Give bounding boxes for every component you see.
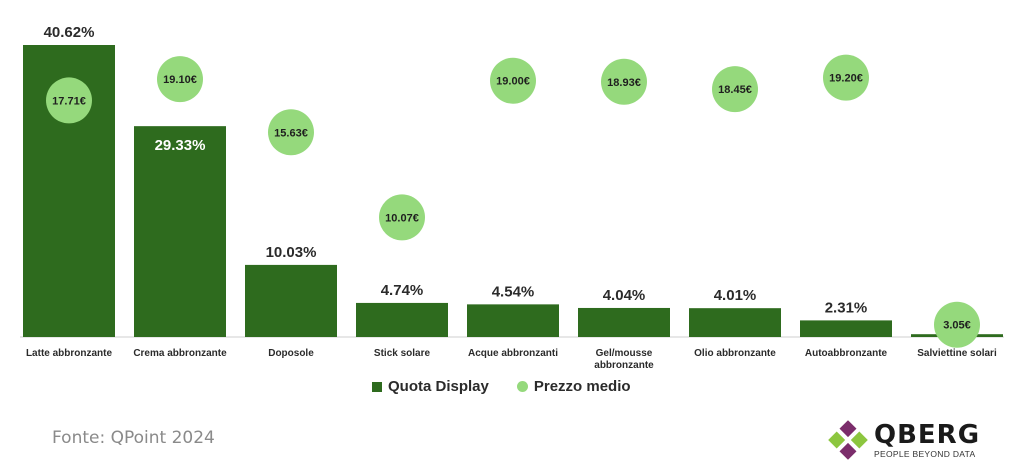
legend-dot-label: Prezzo medio <box>533 378 631 395</box>
category-label: Stick solare <box>374 348 431 359</box>
legend-dot-swatch <box>516 381 528 392</box>
price-dot <box>379 194 425 241</box>
category-label: Crema abbronzante <box>133 348 227 359</box>
bar-value-label: 4.74% <box>381 282 424 299</box>
price-dots-group: 17.71€ 19.10€ 15.63€ 10.07€ 19.00€ 18.93€ 18.4… <box>46 54 980 348</box>
legend: Quota Display Prezzo medio <box>372 378 631 395</box>
price-dot <box>268 109 314 156</box>
category-label-line: Crema abbronzante <box>133 348 227 359</box>
category-label: Salviettine solari <box>917 348 997 359</box>
category-label: Olio abbronzante <box>694 348 776 359</box>
category-label-line: Acque abbronzanti <box>468 348 558 359</box>
legend-item-prezzo-medio: Prezzo medio <box>516 378 631 395</box>
category-label-line: abbronzante <box>594 360 654 371</box>
bar <box>356 302 448 337</box>
bar <box>800 320 892 337</box>
price-value-label: 17.71€ <box>52 95 86 107</box>
bar-value-label: 4.01% <box>714 287 757 304</box>
price-dot <box>934 301 980 348</box>
bar-value-label: 2.31% <box>825 299 868 316</box>
price-value-label: 10.07€ <box>385 212 419 224</box>
bar <box>245 264 337 337</box>
category-label: Acque abbronzanti <box>468 348 558 359</box>
price-dot <box>157 56 203 103</box>
price-value-label: 15.63€ <box>274 127 308 139</box>
source-note: Fonte: QPoint 2024 <box>52 428 215 448</box>
price-value-label: 19.20€ <box>829 73 863 85</box>
price-value-label: 19.10€ <box>163 74 197 86</box>
category-label-line: Stick solare <box>374 348 431 359</box>
category-label: Doposole <box>268 348 314 359</box>
legend-bar-swatch <box>372 381 382 392</box>
category-label: Autoabbronzante <box>805 348 888 359</box>
category-label-line: Doposole <box>268 348 314 359</box>
price-dot <box>823 54 869 101</box>
category-label-line: Gel/mousse <box>596 348 653 359</box>
qberg-logo-icon <box>828 420 868 460</box>
category-label-line: Salviettine solari <box>917 348 997 359</box>
price-dot <box>601 58 647 105</box>
price-dot <box>490 57 536 104</box>
bar-value-label: 40.62% <box>44 24 95 41</box>
price-value-label: 18.45€ <box>718 84 752 96</box>
category-label-line: Autoabbronzante <box>805 348 888 359</box>
bar-value-label: 4.54% <box>492 283 535 300</box>
bar <box>134 126 226 338</box>
price-dot <box>712 66 758 113</box>
legend-item-quota-display: Quota Display <box>372 378 489 395</box>
category-label: Latte abbronzante <box>26 348 113 359</box>
category-label-line: Latte abbronzante <box>26 348 113 359</box>
bar <box>689 308 781 337</box>
category-label-line: Olio abbronzante <box>694 348 776 359</box>
logo-tagline: PEOPLE BEYOND DATA <box>874 448 976 459</box>
legend-bar-label: Quota Display <box>388 378 489 395</box>
price-value-label: 19.00€ <box>496 76 530 88</box>
bar-value-label: 10.03% <box>266 244 317 261</box>
bar-value-label: 4.04% <box>603 287 646 304</box>
qberg-logo: QBERG PEOPLE BEYOND DATA <box>828 420 980 460</box>
chart: 40.62% 29.33% 10.03% 4.74% 4.54% 4.04% 4.01% 2.… <box>20 24 1004 371</box>
price-dot <box>46 77 92 124</box>
category-labels-group: Latte abbronzante Crema abbronzante Doposo… <box>26 348 997 371</box>
bar <box>467 304 559 337</box>
logo-name: QBERG <box>874 419 981 450</box>
price-value-label: 18.93€ <box>607 77 641 89</box>
bar <box>578 307 670 337</box>
category-label: Gel/mousse abbronzante <box>594 348 654 371</box>
price-value-label: 3.05€ <box>943 320 971 332</box>
bar-value-label: 29.33% <box>155 137 206 154</box>
